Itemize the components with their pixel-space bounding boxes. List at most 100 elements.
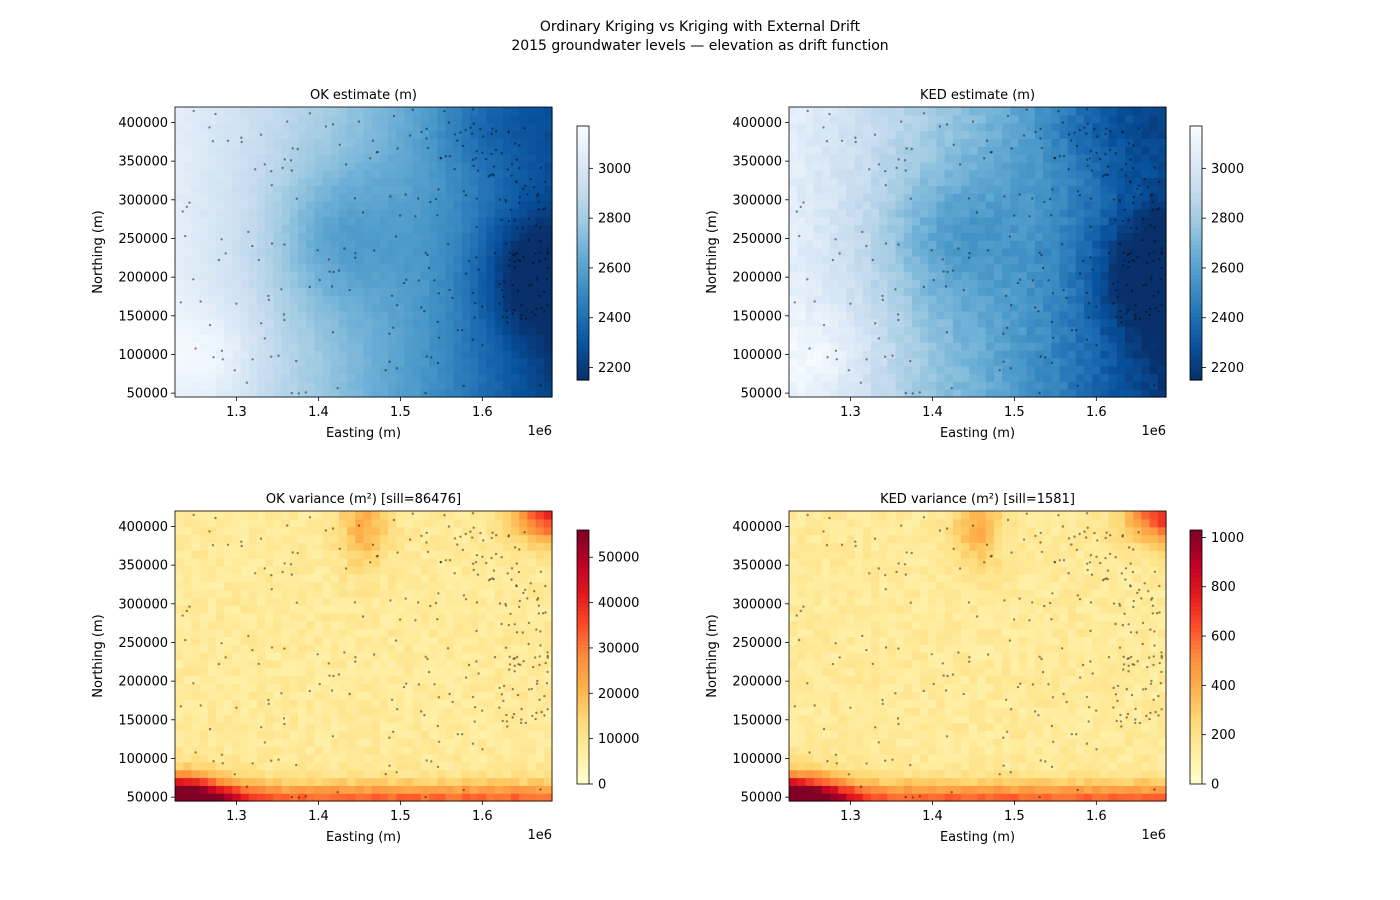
heatmap-cell (1108, 146, 1118, 155)
heatmap-cell (502, 122, 512, 132)
well-point (1106, 165, 1110, 168)
well-point (537, 200, 541, 203)
heatmap-cell (1010, 373, 1020, 382)
heatmap-cell (838, 177, 847, 186)
heatmap-cell (322, 342, 332, 351)
heatmap-cell (191, 573, 201, 583)
heatmap-cell (215, 793, 225, 802)
heatmap-cell (805, 342, 815, 351)
y-tick-label: 350000 (118, 155, 168, 170)
heatmap-cell (952, 357, 962, 367)
heatmap-cell (1002, 107, 1011, 116)
heatmap-cell (175, 714, 184, 724)
heatmap-cell (993, 169, 1003, 179)
heatmap-cell (854, 208, 864, 218)
heatmap-cell (191, 675, 201, 685)
heatmap-cell (1108, 287, 1118, 296)
well-point (1012, 214, 1016, 217)
colorbar-segment (1190, 295, 1202, 301)
heatmap-cell (404, 279, 414, 288)
heatmap-cell (347, 573, 356, 583)
heatmap-cell (183, 169, 192, 179)
colorbar-segment (577, 295, 589, 301)
heatmap-cell (347, 318, 356, 328)
heatmap-cell (1034, 107, 1044, 116)
heatmap-cell (969, 232, 979, 241)
heatmap-cell (1141, 295, 1151, 304)
heatmap-cell (870, 146, 880, 155)
heatmap-cell (1157, 216, 1167, 226)
heatmap-cell (248, 349, 258, 359)
heatmap-cell (248, 589, 258, 598)
heatmap-cell (1026, 271, 1036, 281)
heatmap-cell (437, 310, 447, 320)
heatmap-cell (191, 177, 201, 186)
heatmap-cell (215, 373, 225, 382)
heatmap-cell (322, 628, 332, 638)
heatmap-cell (224, 295, 233, 304)
heatmap-cell (1067, 248, 1077, 257)
heatmap-cell (1067, 295, 1077, 304)
heatmap-cell (1051, 357, 1061, 367)
heatmap-cell (1018, 381, 1028, 390)
heatmap-cell (494, 169, 504, 179)
heatmap-cell (347, 534, 356, 543)
heatmap-cell (789, 302, 798, 312)
heatmap-cell (470, 208, 479, 218)
heatmap-cell (232, 302, 242, 312)
heatmap-cell (175, 785, 184, 794)
heatmap-cell (199, 310, 209, 320)
heatmap-cell (183, 526, 192, 536)
well-point (516, 289, 520, 293)
heatmap-cell (240, 628, 250, 638)
heatmap-cell (453, 114, 463, 124)
heatmap-cell (952, 381, 962, 390)
heatmap-cell (429, 154, 438, 163)
heatmap-cell (1108, 240, 1118, 249)
heatmap-cell (412, 169, 422, 179)
colorbar-segment (1190, 236, 1202, 241)
heatmap-cell (175, 154, 184, 163)
heatmap-cell (985, 208, 995, 218)
heatmap-cell (453, 154, 463, 163)
heatmap-cell (215, 534, 225, 543)
heatmap-cell (338, 271, 348, 281)
heatmap-cell (920, 185, 929, 194)
colorbar-segment (1190, 244, 1202, 250)
heatmap-cell (977, 114, 987, 124)
heatmap-cell (502, 365, 512, 375)
heatmap-cell (175, 279, 184, 288)
heatmap-cell (322, 130, 332, 139)
well-point (1053, 157, 1057, 160)
heatmap-cell (273, 169, 283, 179)
heatmap-cell (404, 240, 414, 249)
heatmap-cell (486, 240, 496, 249)
heatmap-cell (944, 240, 954, 249)
heatmap-cell (502, 310, 512, 320)
heatmap-cell (1026, 122, 1036, 132)
heatmap-cell (289, 279, 299, 288)
heatmap-cell (183, 279, 192, 288)
well-point (945, 123, 949, 126)
heatmap-cell (306, 169, 315, 179)
heatmap-cell (494, 232, 504, 241)
heatmap-cell (371, 216, 381, 226)
heatmap-cell (281, 534, 291, 543)
heatmap-cell (854, 154, 864, 163)
heatmap-cell (870, 240, 880, 249)
heatmap-cell (903, 122, 913, 132)
heatmap-cell (1116, 381, 1126, 390)
heatmap-cell (281, 381, 291, 390)
heatmap-cell (854, 295, 864, 304)
heatmap-cell (928, 161, 938, 171)
well-point (504, 200, 508, 203)
heatmap-cell (445, 138, 455, 147)
heatmap-cell (396, 208, 406, 218)
well-point (417, 279, 421, 282)
well-point (376, 150, 379, 154)
heatmap-cell (256, 122, 266, 132)
heatmap-cell (322, 558, 332, 567)
colorbar-segment (1190, 138, 1202, 144)
heatmap-cell (420, 107, 430, 116)
heatmap-cell (330, 357, 340, 367)
